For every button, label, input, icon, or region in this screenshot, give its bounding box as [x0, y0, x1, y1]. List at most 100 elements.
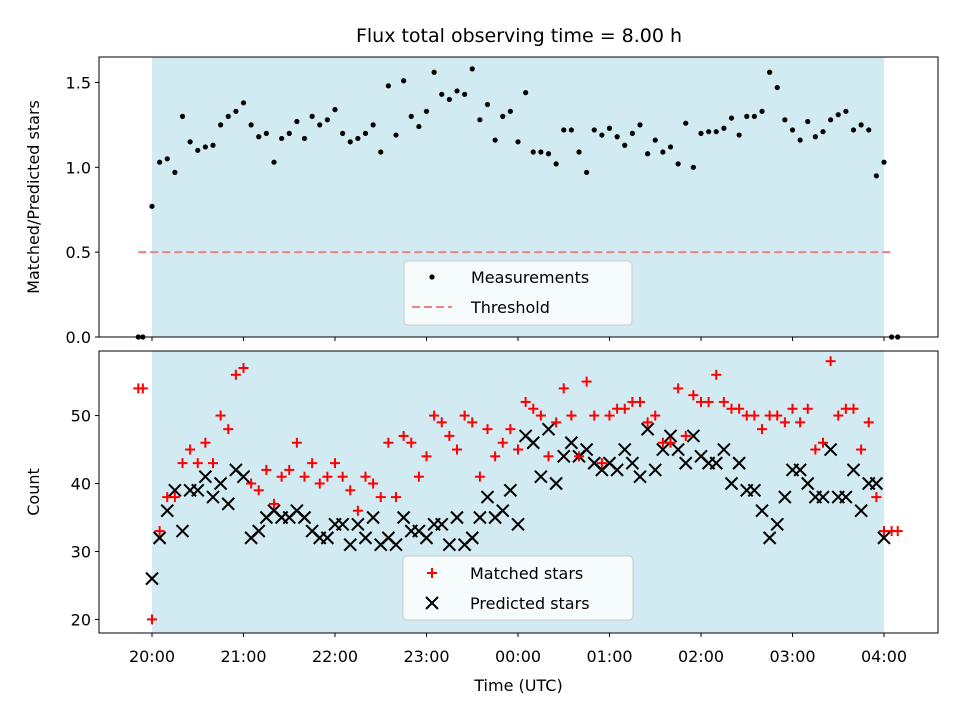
predicted-star-point [671, 442, 685, 457]
measurement-point [767, 69, 773, 75]
matched-star-point [818, 437, 828, 448]
predicted-star-point [213, 476, 228, 491]
measurement-point [713, 129, 719, 135]
matched-star-point [863, 417, 874, 428]
matched-star-point [276, 471, 287, 482]
measurement-point [629, 130, 635, 136]
measurement-point [385, 83, 391, 89]
measurement-point [523, 90, 529, 96]
predicted-star-point [724, 476, 739, 491]
predicted-star-point [579, 442, 594, 457]
matched-star-point [581, 376, 592, 387]
measurement-point [362, 130, 369, 136]
predicted-star-point [770, 517, 784, 531]
x-tick-label: 01:00 [586, 647, 632, 666]
matched-star-point [505, 424, 516, 435]
predicted-star-point [564, 436, 579, 450]
measurement-point [744, 113, 750, 119]
matched-star-point [757, 424, 767, 435]
x-tick-label: 04:00 [861, 647, 907, 666]
measurement-point [179, 113, 186, 119]
predicted-star-point [801, 476, 815, 491]
measurement-point [553, 161, 559, 167]
measurement-point [401, 78, 407, 84]
matched-star-point [137, 383, 148, 394]
matched-star-point [215, 410, 226, 421]
matched-star-point [169, 492, 180, 503]
measurement-point [561, 127, 567, 133]
measurement-point [393, 132, 399, 138]
predicted-star-point [168, 483, 182, 498]
predicted-star-point [442, 537, 457, 552]
bottom-y-ticks: 20 30 40 50 [71, 407, 99, 629]
measurement-point [706, 129, 712, 135]
matched-star-point [688, 390, 699, 401]
predicted-star-point [145, 571, 159, 586]
measurement-point [645, 151, 651, 157]
measurement-point [850, 127, 857, 133]
measurement-point [606, 125, 613, 131]
legend-predicted-label: Predicted stars [470, 594, 590, 613]
predicted-star-point [358, 531, 373, 545]
matched-star-point [413, 471, 424, 482]
matched-star-point [802, 403, 813, 414]
predicted-star-point [450, 510, 464, 525]
measurement-point [507, 108, 513, 114]
predicted-star-point [839, 490, 853, 504]
measurement-point [667, 144, 674, 150]
measurement-point [820, 129, 826, 135]
measurement-point [873, 173, 879, 179]
predicted-star-point [854, 503, 868, 518]
measurement-point [484, 101, 491, 108]
predicted-star-point [526, 436, 540, 450]
matched-star-point [383, 437, 394, 448]
predicted-star-point [503, 483, 518, 498]
matched-star-point [848, 403, 859, 414]
matched-star-point [680, 430, 691, 441]
matched-star-point [772, 410, 783, 421]
measurement-point [256, 134, 262, 140]
measurement-point [812, 134, 818, 140]
matched-star-point [337, 471, 348, 482]
bottom-x-ticks: 20:00 21:00 22:00 23:00 00:00 01:00 02:00 03:00… [129, 633, 907, 666]
matched-star-point [360, 471, 371, 482]
matched-star-point [589, 410, 600, 421]
matched-star-point [330, 458, 340, 469]
measurement-point [210, 142, 216, 148]
predicted-star-point [152, 531, 167, 545]
legend-matched-marker [427, 568, 437, 578]
top-y-ticks: 0.0 0.5 1.0 1.5 [66, 73, 99, 347]
matched-star-point [253, 485, 264, 496]
matched-star-point [642, 417, 653, 428]
matched-star-point [467, 417, 478, 428]
measurement-point [157, 159, 163, 165]
matched-star-point [177, 458, 188, 469]
measurement-point [530, 149, 536, 155]
measurement-point [423, 108, 430, 114]
matched-star-point [474, 471, 485, 482]
predicted-star-point [549, 476, 563, 491]
measurement-point [568, 127, 574, 133]
measurement-point [698, 130, 704, 136]
predicted-star-point [869, 476, 884, 491]
measurement-point [439, 91, 445, 97]
matched-star-point [185, 444, 196, 455]
measurement-point [789, 127, 796, 133]
predicted-star-point [320, 531, 335, 545]
predicted-star-point [656, 442, 670, 457]
matched-star-point [665, 437, 676, 448]
top-y-tick-label: 0.5 [66, 243, 91, 262]
predicted-star-point [648, 463, 662, 477]
top-x-ticks [151, 337, 885, 341]
top-panel: 0.0 0.5 1.0 1.5 Matched/Predicted stars Mea… [24, 56, 939, 347]
predicted-star-point [762, 531, 777, 545]
measurement-point [195, 147, 201, 153]
measurement-point [759, 108, 765, 114]
measurement-point [500, 113, 506, 119]
x-axis-label: Time (UTC) [473, 676, 562, 695]
measurement-point [591, 127, 597, 133]
matched-star-point [261, 464, 272, 475]
measurement-point [538, 149, 544, 155]
matched-star-point [825, 356, 836, 367]
